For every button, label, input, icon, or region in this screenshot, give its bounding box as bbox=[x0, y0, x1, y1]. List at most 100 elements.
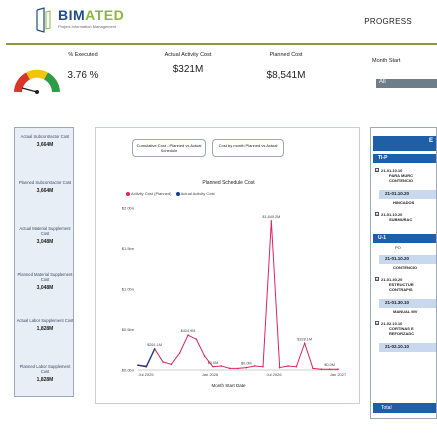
planned-data-point bbox=[287, 365, 289, 367]
legend-planned-swatch bbox=[126, 191, 130, 196]
tab-cumulative-cost[interactable]: Cumulative Cost - Planned vs Actual Sche… bbox=[132, 139, 206, 157]
month-start-select[interactable]: All bbox=[376, 79, 437, 88]
planned-data-point bbox=[212, 365, 214, 368]
kpi-planned-cost-value: $8,541M bbox=[266, 70, 306, 82]
page-title: PROGRESS bbox=[364, 17, 412, 26]
stat-value: 3,664M bbox=[36, 188, 54, 195]
data-label: $0.0M bbox=[241, 362, 252, 366]
kpi-actual-activity-cost-value: $321M bbox=[172, 64, 204, 76]
stat-actual-material: Actual Material Supplement Cost 3,048M bbox=[15, 226, 75, 245]
chart-x-axis-label: Month Start Date bbox=[211, 383, 246, 388]
activity-row-description: MANUAL MV bbox=[393, 309, 418, 314]
y-tick-label: $1.5bn bbox=[122, 246, 134, 251]
planned-data-point bbox=[270, 220, 273, 222]
stat-planned-material: Planned Material Supplement Cost 3,048M bbox=[15, 272, 75, 291]
planned-data-point bbox=[253, 365, 256, 367]
legend-actual-label: Actual Activity Cost bbox=[180, 191, 215, 196]
activity-description: PARA MURC CONTENCIO bbox=[389, 173, 413, 183]
stat-value: 3,048M bbox=[36, 239, 54, 246]
kpi-row: % Executed 3.76 % Actual Activity Cost $… bbox=[0, 48, 437, 100]
header-divider bbox=[6, 43, 437, 45]
logo-text: BIMATED bbox=[58, 7, 125, 23]
activity-row[interactable]: +21-01.40.20 ESTRUCTUR CONTRAPIS bbox=[375, 277, 436, 292]
stat-actual-labor: Actual Labor Supplement Cost 1,828M bbox=[15, 318, 75, 332]
month-start-value: All bbox=[379, 79, 386, 85]
executed-gauge bbox=[14, 69, 60, 94]
activity-description: ESTRUCTUR CONTRAPIS bbox=[389, 282, 414, 292]
activity-row[interactable]: +21-02.10.10 CORTINAS E REFORZADC bbox=[375, 321, 436, 336]
activity-list-total: Total bbox=[373, 403, 436, 413]
activity-list-panel: E TI-P Total +21-01.10.10 PARA MURC CONTE… bbox=[370, 127, 437, 419]
stat-value: 1,828M bbox=[36, 326, 54, 333]
kpi-executed-value: 3.76 % bbox=[67, 70, 99, 82]
kpi-executed-label: % Executed bbox=[68, 52, 98, 58]
planned-data-point bbox=[220, 365, 223, 367]
activity-code: 21-02.10.10 bbox=[381, 321, 403, 326]
activity-description: CORTINAS E REFORZADC bbox=[389, 326, 415, 336]
planned-data-point bbox=[203, 355, 206, 358]
x-tick-label: Jul 2025 bbox=[138, 372, 154, 377]
activity-row-highlight[interactable]: 21-02.10.10 bbox=[379, 343, 436, 352]
expand-icon[interactable]: + bbox=[375, 212, 379, 216]
chart-card: Cumulative Cost - Planned vs Actual Sche… bbox=[95, 127, 360, 404]
activity-list-header: E bbox=[373, 136, 436, 151]
legend-actual-swatch bbox=[175, 191, 180, 196]
chart-title: Planned Schedule Cost bbox=[202, 180, 255, 186]
planned-data-point bbox=[178, 352, 181, 354]
cost-line-chart: $0.0bn $0.5bn $1.0bn $1.5bn $2.0bn Jul 2025 Ja… bbox=[122, 206, 347, 378]
actual-data-point bbox=[137, 364, 139, 366]
activity-row[interactable]: +21-01.10.10 PARA MURC CONTENCIO bbox=[375, 168, 436, 183]
stat-actual-subcontractor: Actual Subcontractor Cost 3,664M bbox=[15, 134, 75, 148]
stat-planned-labor: Planned Labor Supplement Cost 1,828M bbox=[15, 364, 75, 383]
activity-description: SUBMURAC bbox=[389, 217, 413, 222]
activity-group-band[interactable]: U-1 bbox=[373, 234, 436, 243]
data-label: $0.0M bbox=[324, 363, 335, 367]
cost-summary-panel: Actual Subcontractor Cost 3,664M Planned… bbox=[14, 127, 74, 397]
activity-code: 21-01.10.10 bbox=[381, 168, 403, 173]
x-tick-label: Jan 2026 bbox=[202, 372, 219, 377]
stat-planned-subcontractor: Planned Subcontractor Cost 3,664M bbox=[15, 180, 75, 194]
month-start-label: Month Start bbox=[372, 58, 401, 64]
activity-code: 21-01.40.20 bbox=[381, 277, 403, 282]
stat-value: 3,664M bbox=[36, 142, 54, 149]
activity-row-description: CONTENCIO bbox=[393, 265, 417, 270]
activity-row-highlight[interactable]: 21-01.30.10 bbox=[379, 299, 436, 308]
kpi-planned-cost-label: Planned Cost bbox=[269, 52, 303, 58]
stat-label: Actual Labor Supplement Cost bbox=[16, 318, 74, 323]
planned-data-point bbox=[328, 368, 331, 370]
y-tick-label: $0.5bn bbox=[122, 327, 134, 332]
data-label: $0.0M bbox=[208, 361, 219, 365]
kpi-planned-cost: Planned Cost $8,541M bbox=[256, 52, 316, 81]
planned-data-point bbox=[245, 366, 248, 369]
header: BIMATED Project Information Management P… bbox=[0, 0, 437, 45]
tab-cost-by-month[interactable]: Cost by month Planned vs Actual bbox=[212, 139, 284, 157]
activity-row[interactable]: +21-01.10.20 SUBMURAC bbox=[375, 212, 436, 222]
legend-planned-label: Activity Cost (Planned) bbox=[131, 191, 172, 196]
logo-subtitle: Project Information Management bbox=[58, 24, 117, 29]
data-label: $328.1M bbox=[297, 337, 312, 341]
activity-group-band[interactable]: TI-P bbox=[373, 154, 436, 163]
expand-icon[interactable]: + bbox=[375, 321, 379, 325]
planned-data-point bbox=[295, 365, 298, 368]
activity-subgroup-label: PO bbox=[395, 245, 401, 250]
stat-value: 3,048M bbox=[36, 285, 54, 292]
planned-data-point bbox=[162, 361, 164, 363]
planned-data-point bbox=[237, 367, 239, 370]
planned-data-point bbox=[312, 367, 314, 370]
activity-row-highlight[interactable]: 21-01.10.20 bbox=[379, 190, 436, 199]
logo-mark-icon bbox=[36, 7, 51, 33]
logo: BIMATED Project Information Management bbox=[34, 6, 144, 36]
y-tick-label: $0.0bn bbox=[122, 368, 134, 373]
kpi-executed: % Executed 3.76 % bbox=[58, 52, 108, 81]
expand-icon[interactable]: + bbox=[375, 168, 379, 172]
activity-code: 21-01.10.20 bbox=[381, 212, 403, 217]
activity-row-highlight[interactable]: 21-01.10.20 bbox=[379, 255, 436, 264]
actual-data-point bbox=[153, 348, 156, 350]
stat-label: Actual Material Supplement Cost bbox=[19, 226, 71, 237]
planned-data-point bbox=[337, 368, 339, 370]
kpi-actual-activity-cost: Actual Activity Cost $321M bbox=[158, 52, 218, 75]
actual-series-line bbox=[137, 348, 156, 368]
data-label: $1,840.2M bbox=[262, 215, 280, 219]
y-tick-label: $1.0bn bbox=[122, 287, 134, 292]
expand-icon[interactable]: + bbox=[375, 277, 379, 281]
